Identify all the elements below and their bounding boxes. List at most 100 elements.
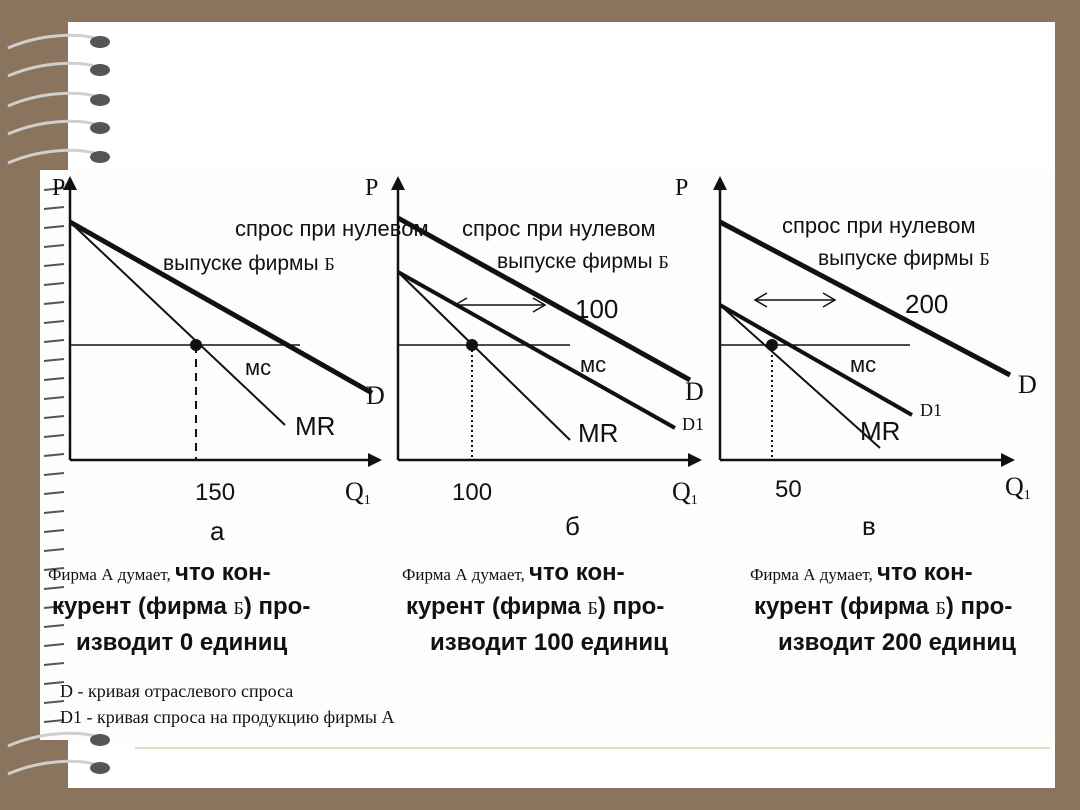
curve-label-d: D xyxy=(685,377,704,406)
caption-part: ) про- xyxy=(946,593,1012,620)
arrow-head xyxy=(753,292,768,308)
curve-d xyxy=(68,219,374,396)
panel-letter: б xyxy=(565,511,580,541)
curve-mr xyxy=(397,271,571,441)
demand-note: спрос при нулевом xyxy=(462,216,656,241)
axis-label-sub: 1 xyxy=(691,493,698,508)
ring-tick xyxy=(43,225,65,229)
caption: изводит 100 единиц xyxy=(430,629,668,656)
curve-label-d: D xyxy=(366,381,385,410)
firm-label: Б xyxy=(979,249,989,269)
caption-part: Б xyxy=(936,598,946,618)
ring-tick xyxy=(43,510,65,514)
arrow-head xyxy=(688,453,702,467)
caption: изводит 200 единиц xyxy=(778,629,1016,656)
curve-label-mc: мс xyxy=(850,352,876,377)
caption-part: ) про- xyxy=(598,593,664,620)
ring-hole xyxy=(90,36,110,48)
axis-label-q: Q1 xyxy=(672,477,698,508)
axis-label-p: P xyxy=(52,175,65,201)
scan xyxy=(40,170,1055,740)
ring-tick xyxy=(43,624,65,628)
firm-label: Б xyxy=(324,254,334,274)
curve-label-mc: мс xyxy=(245,355,271,380)
caption: курент (фирма Б) про- xyxy=(406,593,664,620)
ring-hole xyxy=(90,762,110,774)
firm-label: Б xyxy=(658,252,668,272)
shift-label: 200 xyxy=(905,289,948,319)
arrow-head xyxy=(453,297,468,313)
arrow-head xyxy=(713,176,727,190)
ring-tick xyxy=(43,377,65,381)
demand-note: выпуске фирмы Б xyxy=(497,250,669,273)
demand-note: спрос при нулевом xyxy=(782,213,976,238)
ring-tick xyxy=(43,700,65,704)
quantity-label: 50 xyxy=(775,476,802,503)
curve-label-d: D xyxy=(1018,370,1037,399)
demand-note: выпуске фирмы Б xyxy=(818,247,990,270)
ring-tick xyxy=(43,396,65,400)
arrow-head xyxy=(822,292,837,308)
caption-part: что кон- xyxy=(877,559,973,586)
caption-part: ) про- xyxy=(244,593,310,620)
curve-d1 xyxy=(397,270,676,430)
curve-d xyxy=(718,219,1012,378)
ring-tick xyxy=(43,491,65,495)
ring-tick xyxy=(43,719,65,723)
caption-part: Б xyxy=(588,598,598,618)
ring-tick xyxy=(43,567,65,571)
ring-hole xyxy=(90,64,110,76)
curve-label-mr: MR xyxy=(860,416,900,446)
spiral-binding xyxy=(7,33,110,776)
quantity-label: 150 xyxy=(195,479,235,506)
curve-label-d1: D1 xyxy=(920,400,942,420)
arrow-head xyxy=(1001,453,1015,467)
arrow-head xyxy=(63,176,77,190)
ring-tick xyxy=(43,453,65,457)
ring-tick xyxy=(43,548,65,552)
ring-tick xyxy=(43,472,65,476)
ring-tick xyxy=(43,415,65,419)
ring-tick xyxy=(43,244,65,248)
curve-d xyxy=(396,215,692,383)
curve-mr xyxy=(69,221,286,426)
caption-part: Б xyxy=(234,598,244,618)
ring-tick xyxy=(43,187,65,191)
curve-label-mc: мс xyxy=(580,352,606,377)
axis-label-sub: 1 xyxy=(364,493,371,508)
quantity-label: 100 xyxy=(452,479,492,506)
curve-d1 xyxy=(719,303,913,417)
legend-line: D1 - кривая спроса на продукцию фирмы А xyxy=(60,707,395,727)
ring-hole xyxy=(90,94,110,106)
arrow-head xyxy=(532,297,547,313)
panel-letter: в xyxy=(862,511,876,541)
legend-line: D - кривая отраслевого спроса xyxy=(60,681,293,701)
curve-mr xyxy=(719,304,881,449)
ring-tick xyxy=(43,643,65,647)
caption: курент (фирма Б) про- xyxy=(52,593,310,620)
ring-hole xyxy=(90,122,110,134)
ring-tick xyxy=(43,358,65,362)
arrow-head xyxy=(368,453,382,467)
axis-label-q: Q1 xyxy=(1005,472,1031,503)
demand-note: выпуске фирмы Б xyxy=(163,252,335,275)
ring-tick xyxy=(43,320,65,324)
ring-tick xyxy=(43,662,65,666)
arrow-head xyxy=(391,176,405,190)
demand-note: спрос при нулевом xyxy=(235,216,429,241)
ring-tick xyxy=(43,206,65,210)
caption: курент (фирма Б) про- xyxy=(754,593,1012,620)
shift-label: 100 xyxy=(575,294,618,324)
axis-label-sub: 1 xyxy=(1024,488,1031,503)
ring-tick xyxy=(43,282,65,286)
ring-tick xyxy=(43,529,65,533)
curve-label-mr: MR xyxy=(578,418,618,448)
ring-tick xyxy=(43,681,65,685)
axis-label-p: P xyxy=(365,175,378,201)
ring-tick xyxy=(43,263,65,267)
caption-part: что кон- xyxy=(529,559,625,586)
ring-tick xyxy=(43,605,65,609)
ring-hole xyxy=(90,151,110,163)
curve-label-d1: D1 xyxy=(682,414,704,434)
